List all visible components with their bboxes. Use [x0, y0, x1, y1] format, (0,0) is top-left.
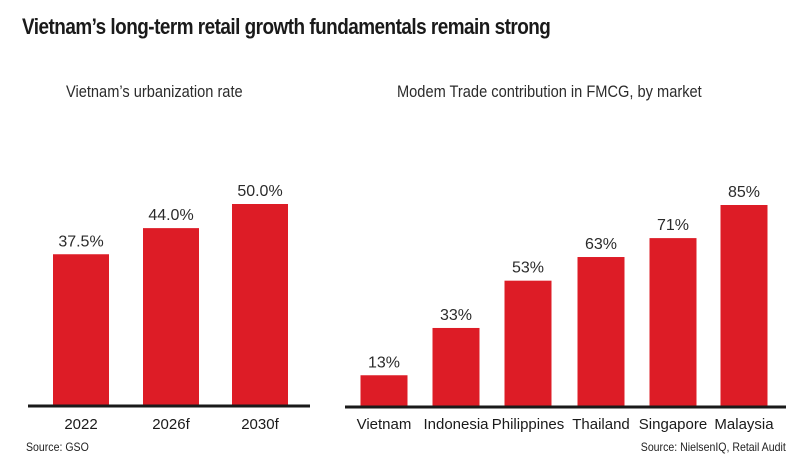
category-label: Vietnam	[357, 416, 412, 433]
category-label: Thailand	[572, 416, 630, 433]
bar-philippines	[504, 280, 552, 406]
category-label: 2030f	[241, 416, 279, 433]
data-label: 85%	[728, 184, 760, 201]
category-label: Indonesia	[423, 416, 489, 433]
bar-singapore	[649, 238, 697, 406]
data-label: 71%	[657, 217, 689, 234]
bar-chart-0: 37.5% 2022 44.0% 2026f 50.0% 2030f	[28, 183, 310, 433]
data-label: 37.5%	[58, 233, 103, 250]
bar-thailand	[577, 257, 625, 406]
category-label: 2026f	[152, 416, 190, 433]
data-label: 33%	[440, 307, 472, 324]
page-title: Vietnam’s long-term retail growth fundam…	[22, 14, 551, 39]
bar-2026f	[143, 228, 199, 405]
bar-vietnam	[360, 375, 408, 406]
category-label: Philippines	[492, 416, 565, 433]
chart-title-urbanization: Vietnam’s urbanization rate	[66, 82, 243, 101]
bar-malaysia	[720, 205, 768, 406]
bar-2022	[53, 254, 109, 405]
chart-title-modern-trade: Modem Trade contribution in FMCG, by mar…	[397, 82, 702, 101]
data-label: 44.0%	[148, 207, 193, 224]
data-label: 50.0%	[237, 183, 282, 200]
data-label: 63%	[585, 236, 617, 253]
category-label: 2022	[64, 416, 97, 433]
data-label: 13%	[368, 354, 400, 371]
bar-indonesia	[432, 327, 480, 406]
source-right: Source: NielsenIQ, Retail Audit	[641, 440, 786, 454]
bar-chart-1: 13% Vietnam 33% Indonesia 53% Philippines 63% T…	[345, 184, 786, 433]
category-label: Singapore	[639, 416, 707, 433]
source-left: Source: GSO	[26, 440, 89, 454]
bar-2030f	[232, 204, 288, 405]
data-label: 53%	[512, 260, 544, 277]
category-label: Malaysia	[714, 416, 774, 433]
